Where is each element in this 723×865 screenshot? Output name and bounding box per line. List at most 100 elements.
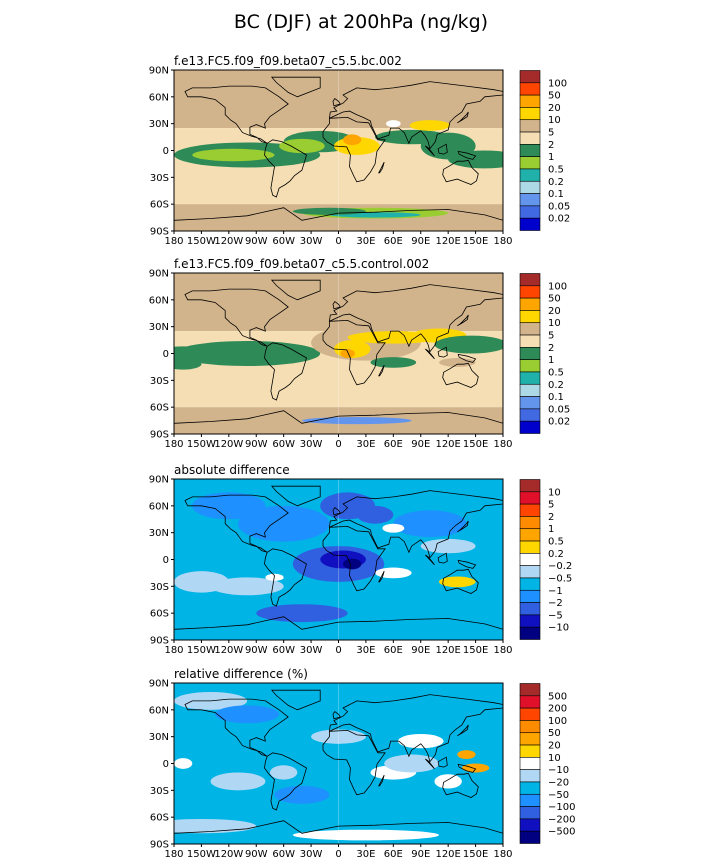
panel-subtitle: f.e13.FC5.f09_f09.beta07_c5.5.control.00… bbox=[174, 257, 429, 271]
legend-label: −1 bbox=[548, 586, 563, 597]
x-tick-label: 90E bbox=[411, 849, 430, 860]
contour-blob bbox=[292, 207, 366, 215]
x-tick-label: 150E bbox=[463, 849, 488, 860]
coastlines bbox=[174, 485, 503, 640]
y-tick-label: 0 bbox=[163, 349, 169, 360]
legend-swatch bbox=[519, 516, 541, 530]
legend-label: 0.02 bbox=[548, 214, 570, 225]
x-tick-label: 120E bbox=[435, 439, 460, 450]
legend-label: 2 bbox=[548, 343, 554, 354]
legend-label: 2 bbox=[548, 140, 554, 151]
x-tick-label: 150E bbox=[463, 236, 488, 247]
contour-blob bbox=[386, 120, 401, 128]
x-tick-label: 120W bbox=[214, 236, 243, 247]
legend-label: −0.5 bbox=[548, 573, 572, 584]
panel-subtitle: relative difference (%) bbox=[174, 667, 308, 681]
y-tick-label: 30N bbox=[149, 732, 169, 743]
legend-swatch bbox=[519, 540, 541, 554]
x-tick-label: 30E bbox=[356, 236, 375, 247]
y-tick-label: 60N bbox=[149, 705, 169, 716]
legend-label: 10 bbox=[548, 753, 561, 764]
y-tick-label: 30S bbox=[150, 582, 169, 593]
legend-label: 0.5 bbox=[548, 537, 564, 548]
contour-field bbox=[174, 683, 503, 844]
coastline bbox=[425, 348, 435, 360]
legend-swatch bbox=[519, 217, 541, 231]
x-tick-label: 30W bbox=[300, 849, 323, 860]
legend-label: −10 bbox=[548, 623, 569, 634]
x-tick-label: 90W bbox=[245, 236, 268, 247]
legend-label: −10 bbox=[548, 765, 569, 776]
contour-blob bbox=[340, 349, 355, 358]
coastline bbox=[328, 490, 503, 559]
coastline bbox=[184, 698, 289, 757]
contour-blob bbox=[301, 417, 412, 425]
x-tick-label: 180 bbox=[164, 645, 183, 656]
contour-blob bbox=[292, 829, 440, 841]
legend-label: 10 bbox=[548, 115, 561, 126]
legend-label: −20 bbox=[548, 777, 569, 788]
coastline bbox=[442, 159, 479, 185]
coastline bbox=[457, 111, 469, 124]
contour-blob bbox=[174, 346, 211, 361]
legend-swatch bbox=[519, 720, 541, 734]
contour-blob bbox=[174, 758, 193, 769]
x-tick-label: 150E bbox=[463, 645, 488, 656]
coastline bbox=[322, 116, 386, 183]
legend-swatch bbox=[519, 193, 541, 207]
contour-blob bbox=[457, 750, 476, 760]
legend-label: 50 bbox=[548, 294, 561, 305]
coastline bbox=[442, 772, 479, 798]
x-tick-label: 120E bbox=[435, 849, 460, 860]
contour-blob bbox=[434, 335, 503, 354]
x-tick-label: 180 bbox=[164, 236, 183, 247]
legend-label: 0.2 bbox=[548, 380, 564, 391]
legend-swatch bbox=[519, 359, 541, 373]
legend-swatch bbox=[519, 180, 541, 194]
coastline bbox=[425, 758, 435, 770]
x-tick-label: 0 bbox=[335, 849, 341, 860]
x-tick-label: 0 bbox=[335, 236, 341, 247]
contour-blob bbox=[343, 558, 362, 570]
legend-label: 2 bbox=[548, 512, 554, 523]
legend-swatch bbox=[519, 781, 541, 795]
contour-blob bbox=[439, 576, 476, 588]
legend-swatch bbox=[519, 131, 541, 145]
x-tick-label: 60E bbox=[384, 439, 403, 450]
x-tick-label: 120W bbox=[214, 849, 243, 860]
legend-label: 1 bbox=[548, 524, 554, 535]
legend-label: 100 bbox=[548, 716, 567, 727]
coastline bbox=[457, 353, 477, 363]
legend-label: 0.05 bbox=[548, 404, 570, 415]
contour-blob bbox=[210, 772, 266, 791]
legend-label: 5 bbox=[548, 128, 554, 139]
map-panel: f.e13.FC5.f09_f09.beta07_c5.5.control.00… bbox=[149, 257, 570, 450]
legend-swatch bbox=[519, 503, 541, 517]
legend-label: 1 bbox=[548, 355, 554, 366]
coastline bbox=[264, 548, 307, 607]
legend-swatch bbox=[519, 757, 541, 770]
legend-swatch bbox=[519, 614, 541, 628]
legend-swatch bbox=[519, 383, 541, 397]
coastline bbox=[264, 139, 307, 198]
coastline bbox=[270, 689, 321, 711]
y-tick-label: 60N bbox=[149, 295, 169, 306]
legend-label: 0.5 bbox=[548, 367, 564, 378]
coastline bbox=[184, 288, 289, 347]
x-tick-label: 60E bbox=[384, 236, 403, 247]
legend-label: 0.5 bbox=[548, 164, 564, 175]
y-tick-label: 60S bbox=[150, 200, 169, 211]
x-tick-label: 120E bbox=[435, 645, 460, 656]
legend-swatch bbox=[519, 602, 541, 616]
legend-swatch bbox=[519, 830, 541, 844]
legend-label: 0.2 bbox=[548, 549, 564, 560]
legend-label: 100 bbox=[548, 78, 567, 89]
legend-swatch bbox=[519, 553, 541, 566]
x-tick-label: 90W bbox=[245, 439, 268, 450]
coastline bbox=[457, 724, 469, 737]
x-tick-label: 180 bbox=[164, 849, 183, 860]
figure-title: BC (DJF) at 200hPa (ng/kg) bbox=[234, 11, 488, 33]
legend-swatch bbox=[519, 695, 541, 709]
contour-blob bbox=[397, 733, 444, 749]
